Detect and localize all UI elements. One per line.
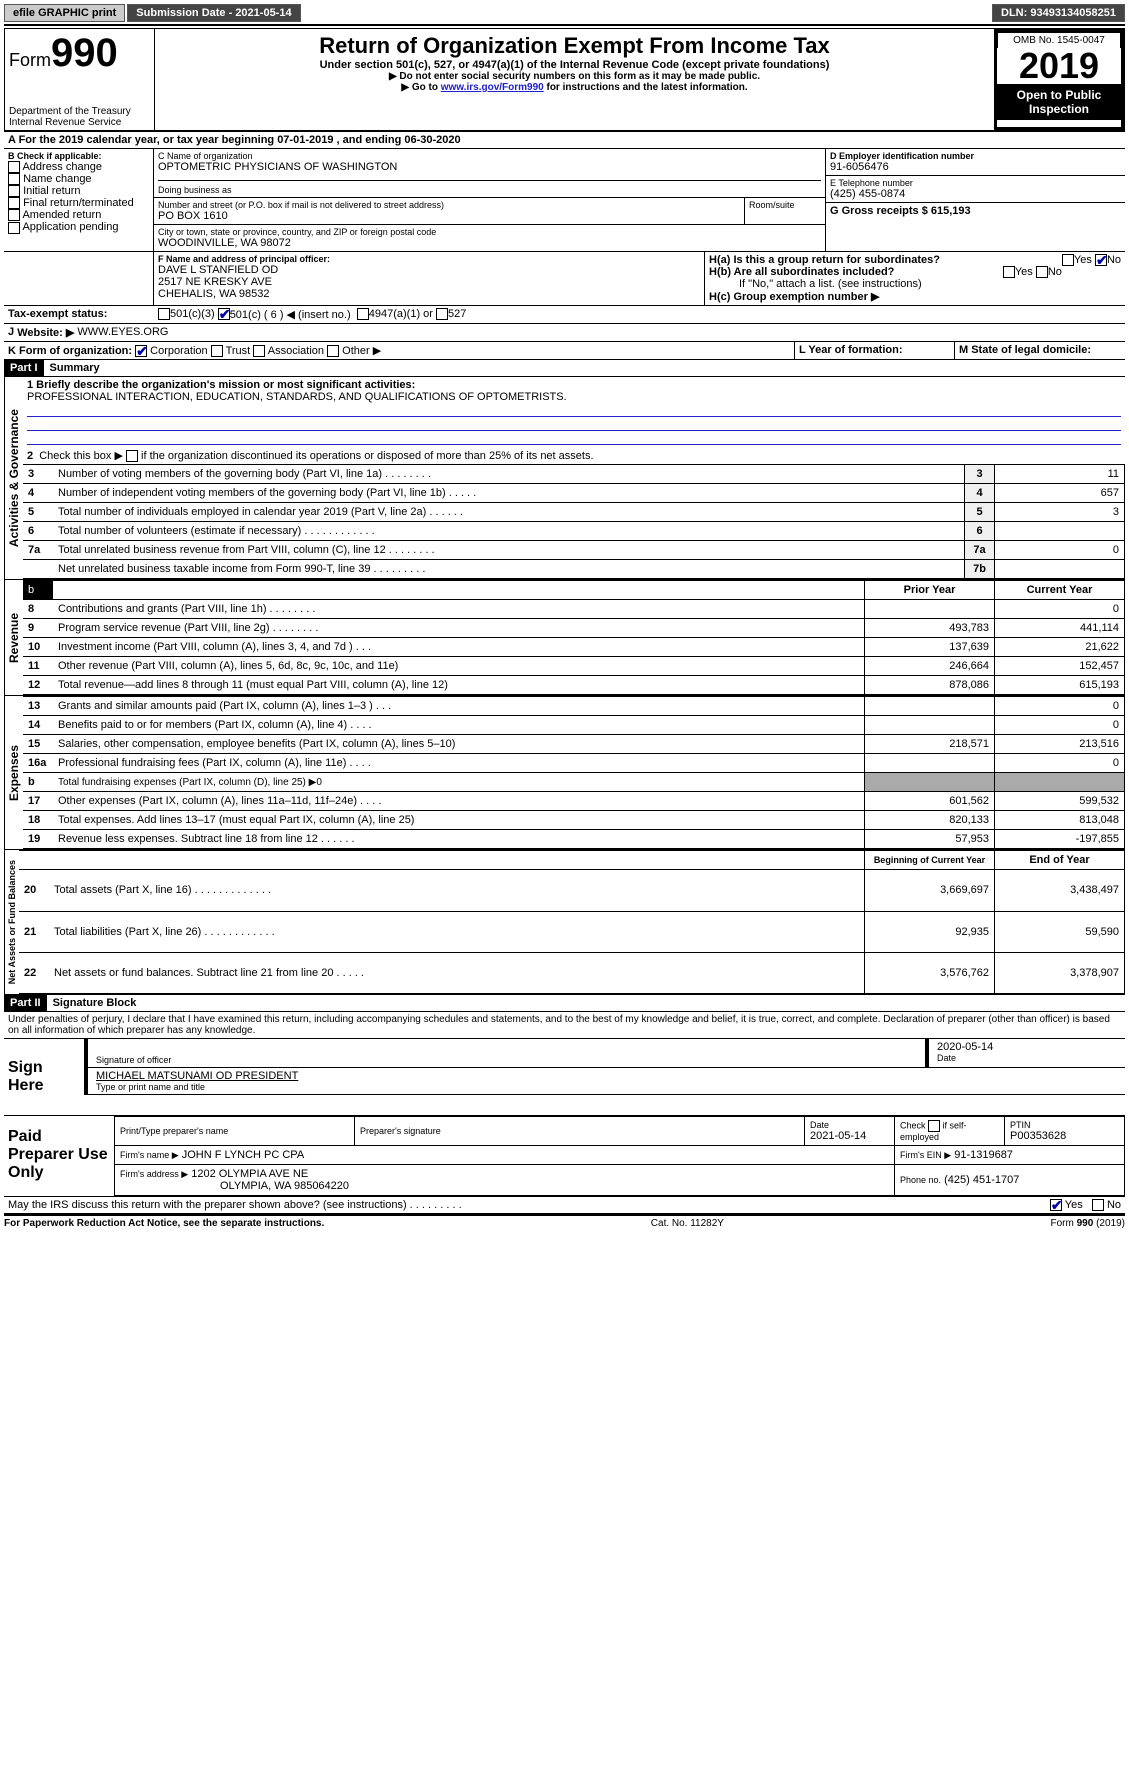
table-net-assets: Beginning of Current YearEnd of Year 20T… xyxy=(19,850,1125,994)
top-toolbar: efile GRAPHIC print Submission Date - 20… xyxy=(4,4,1125,26)
website-value: WWW.EYES.ORG xyxy=(77,326,168,339)
sign-here-label: Sign Here xyxy=(4,1039,84,1115)
chk-discontinued[interactable] xyxy=(126,450,138,462)
chk-other[interactable] xyxy=(327,345,339,357)
chk-trust[interactable] xyxy=(211,345,223,357)
signature-of-officer: Signature of officer xyxy=(84,1039,925,1068)
box-h: H(a) Is this a group return for subordin… xyxy=(705,252,1125,305)
box-i: Tax-exempt status: 501(c)(3) 501(c) ( 6 … xyxy=(4,305,1125,324)
chk-hb-yes[interactable] xyxy=(1003,266,1015,278)
chk-corporation[interactable] xyxy=(135,345,147,357)
chk-final-return[interactable] xyxy=(8,197,20,209)
chk-ha-yes[interactable] xyxy=(1062,254,1074,266)
city-state-zip: WOODINVILLE, WA 98072 xyxy=(158,237,821,249)
box-l: L Year of formation: xyxy=(795,342,955,359)
chk-4947[interactable] xyxy=(357,308,369,320)
box-j: J Website: ▶ WWW.EYES.ORG xyxy=(4,324,1125,342)
dln-button[interactable]: DLN: 93493134058251 xyxy=(992,4,1125,22)
table-paid-preparer: Print/Type preparer's name Preparer's si… xyxy=(114,1116,1125,1196)
chk-hb-no[interactable] xyxy=(1036,266,1048,278)
form-id-box: Form990 Department of the Treasury Inter… xyxy=(5,29,155,130)
side-activities-governance: Activities & Governance xyxy=(4,377,23,579)
chk-527[interactable] xyxy=(436,308,448,320)
side-net-assets: Net Assets or Fund Balances xyxy=(4,850,19,994)
chk-discuss-yes[interactable] xyxy=(1050,1199,1062,1211)
dept-treasury: Department of the Treasury Internal Reve… xyxy=(9,106,150,128)
submission-date-button[interactable]: Submission Date - 2021-05-14 xyxy=(127,4,300,22)
box-c-room: Room/suite xyxy=(745,198,825,224)
part1-header: Part I Summary xyxy=(4,360,1125,376)
side-revenue: Revenue xyxy=(4,580,23,695)
chk-ha-no[interactable] xyxy=(1095,254,1107,266)
form-subtitle-1: Under section 501(c), 527, or 4947(a)(1)… xyxy=(159,59,990,71)
chk-self-employed[interactable] xyxy=(928,1120,940,1132)
mission-statement: PROFESSIONAL INTERACTION, EDUCATION, STA… xyxy=(27,391,567,403)
line-a-tax-year: A For the 2019 calendar year, or tax yea… xyxy=(4,131,1125,149)
chk-501c3[interactable] xyxy=(158,308,170,320)
chk-name-change[interactable] xyxy=(8,173,20,185)
firm-ein: 91-1319687 xyxy=(954,1149,1013,1161)
paid-preparer-label: Paid Preparer Use Only xyxy=(4,1116,114,1196)
chk-application-pending[interactable] xyxy=(8,222,20,234)
discuss-with-preparer: May the IRS discuss this return with the… xyxy=(4,1196,1125,1214)
officer-name-title: MICHAEL MATSUNAMI OD PRESIDENT Type or p… xyxy=(84,1068,1125,1095)
box-c-city: City or town, state or province, country… xyxy=(154,225,825,251)
year-box: OMB No. 1545-0047 2019 Open to Public In… xyxy=(994,29,1124,130)
efile-button[interactable]: efile GRAPHIC print xyxy=(4,4,125,22)
line-2: 2 Check this box ▶ if the organization d… xyxy=(23,447,1125,464)
table-expenses: 13Grants and similar amounts paid (Part … xyxy=(23,696,1125,849)
chk-association[interactable] xyxy=(253,345,265,357)
box-b: B Check if applicable: Address change Na… xyxy=(4,149,154,251)
tax-year: 2019 xyxy=(997,48,1121,84)
form-title: Return of Organization Exempt From Incom… xyxy=(159,33,990,59)
table-governance: 3Number of voting members of the governi… xyxy=(23,464,1125,579)
box-d: D Employer identification number 91-6056… xyxy=(826,149,1125,176)
form-subtitle-3: ▶ Go to www.irs.gov/Form990 for instruct… xyxy=(159,82,990,93)
signature-date: 2020-05-14 Date xyxy=(925,1039,1125,1068)
org-name: OPTOMETRIC PHYSICIANS OF WASHINGTON xyxy=(158,161,821,173)
table-revenue: bPrior YearCurrent Year 8Contributions a… xyxy=(23,580,1125,695)
firm-phone: (425) 451-1707 xyxy=(944,1174,1019,1186)
part2-header: Part II Signature Block xyxy=(4,995,1125,1011)
form-subtitle-2: ▶ Do not enter social security numbers o… xyxy=(159,71,990,82)
instructions-link[interactable]: www.irs.gov/Form990 xyxy=(441,82,544,93)
box-c-address: Number and street (or P.O. box if mail i… xyxy=(154,198,745,224)
chk-amended-return[interactable] xyxy=(8,209,20,221)
open-to-public: Open to Public Inspection xyxy=(997,84,1121,120)
chk-501c[interactable] xyxy=(218,308,230,320)
footer: For Paperwork Reduction Act Notice, see … xyxy=(4,1214,1125,1229)
chk-discuss-no[interactable] xyxy=(1092,1199,1104,1211)
telephone: (425) 455-0874 xyxy=(830,188,1121,200)
form-title-box: Return of Organization Exempt From Incom… xyxy=(155,29,994,130)
box-m: M State of legal domicile: xyxy=(955,342,1125,359)
chk-initial-return[interactable] xyxy=(8,185,20,197)
box-g: G Gross receipts $ 615,193 xyxy=(826,203,1125,219)
perjury-declaration: Under penalties of perjury, I declare th… xyxy=(4,1011,1125,1038)
box-c-name: C Name of organization OPTOMETRIC PHYSIC… xyxy=(154,149,825,197)
firm-name: JOHN F LYNCH PC CPA xyxy=(182,1149,304,1161)
box-k: K Form of organization: Corporation Trus… xyxy=(4,342,795,359)
box-e: E Telephone number (425) 455-0874 xyxy=(826,176,1125,203)
chk-address-change[interactable] xyxy=(8,161,20,173)
ein: 91-6056476 xyxy=(830,161,1121,173)
box-f: F Name and address of principal officer:… xyxy=(154,252,705,305)
street-address: PO BOX 1610 xyxy=(158,210,740,222)
line-1: 1 Briefly describe the organization's mi… xyxy=(23,377,1125,447)
side-expenses: Expenses xyxy=(4,696,23,849)
